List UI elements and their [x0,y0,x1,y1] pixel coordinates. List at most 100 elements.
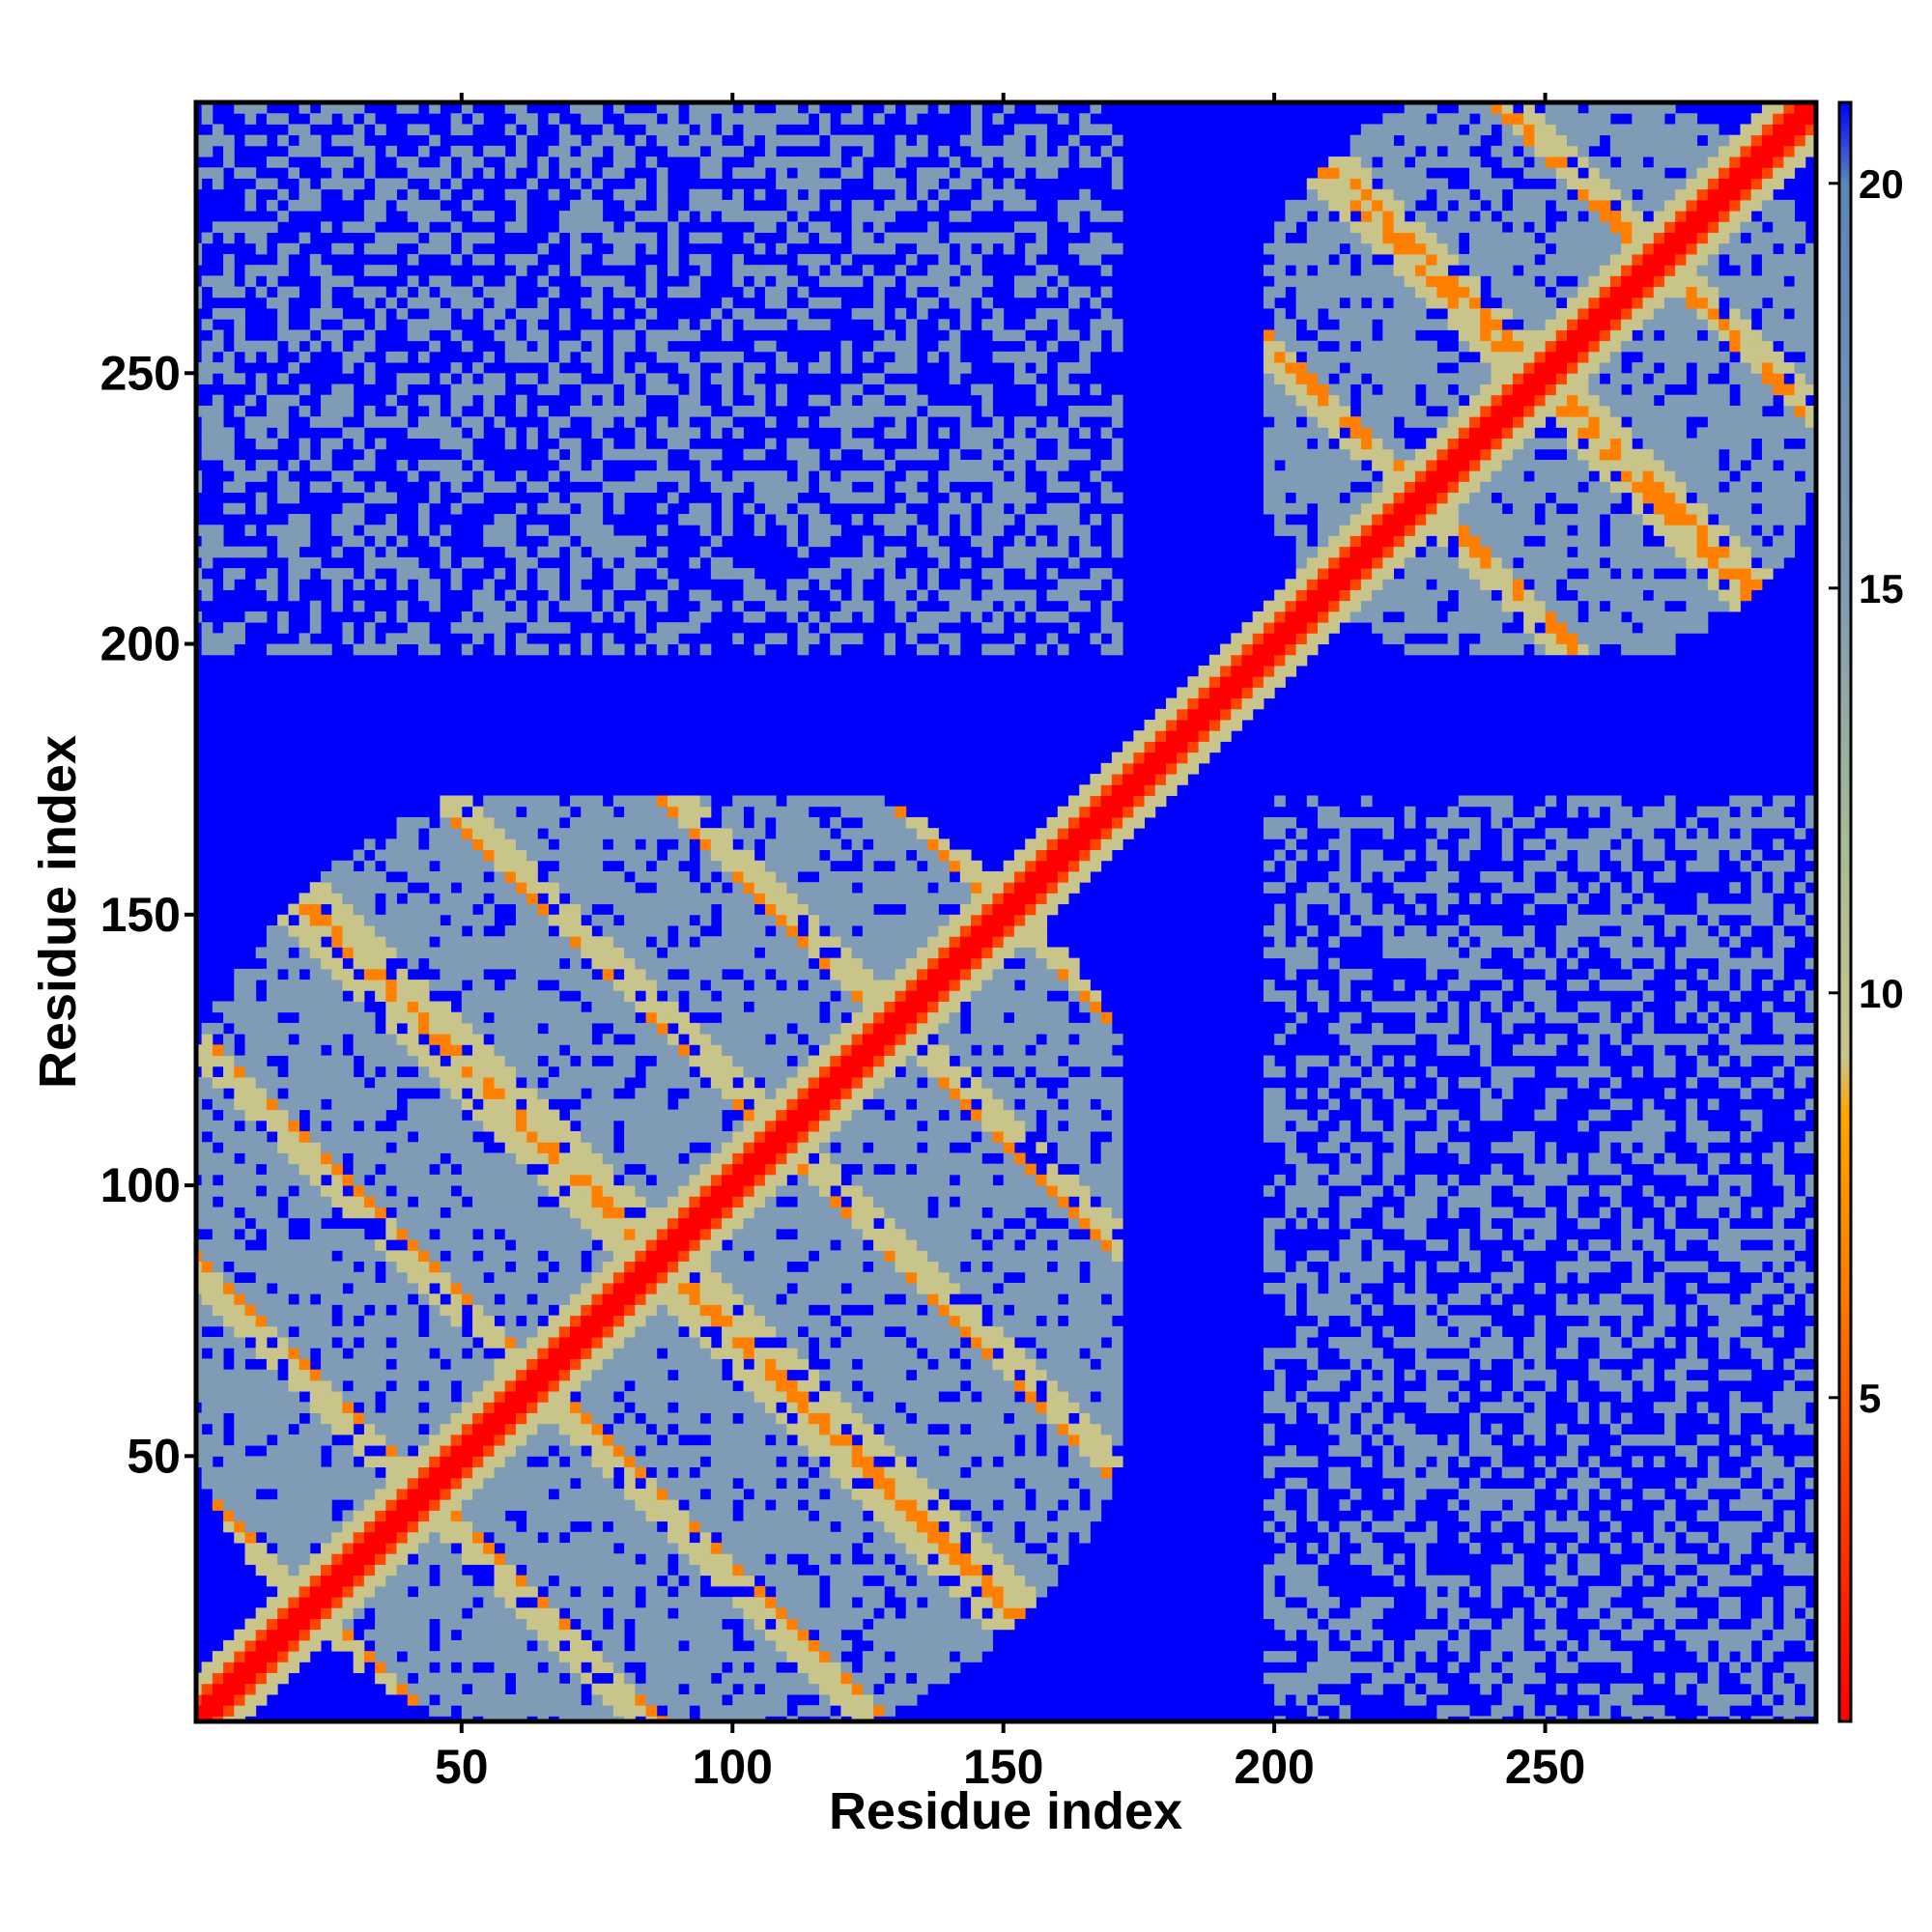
heatmap-cell [267,958,278,970]
heatmap-cell [700,936,712,948]
heatmap-cell [213,308,224,320]
heatmap-cell [603,1250,614,1262]
heatmap-cell [689,1456,700,1467]
heatmap-cell [537,1640,549,1652]
heatmap-cell [570,1164,582,1176]
heatmap-cell [624,113,636,125]
heatmap-cell [613,1012,625,1024]
heatmap-cell [516,1358,527,1370]
heatmap-cell [288,200,299,212]
heatmap-cell [408,1326,419,1338]
heatmap-cell [613,1456,625,1467]
heatmap-cell [624,807,636,818]
heatmap-cell [364,547,376,558]
heatmap-cell [668,579,679,590]
heatmap-cell [462,1467,473,1479]
heatmap-cell [765,904,777,916]
heatmap-cell [743,135,754,147]
heatmap-cell [668,470,679,482]
heatmap-cell [277,990,289,1002]
heatmap-cell [213,275,224,287]
heatmap-cell [754,156,766,168]
heatmap-cell [234,1250,245,1262]
heatmap-cell [202,167,213,179]
heatmap-cell [570,1152,582,1164]
heatmap-cell [385,1467,397,1479]
heatmap-cell [591,611,603,623]
heatmap-cell [657,329,668,341]
heatmap-cell [397,352,409,363]
heatmap-cell [505,936,517,948]
heatmap-cell [711,1002,723,1013]
heatmap-cell [267,1348,278,1359]
heatmap-cell [581,1370,592,1381]
heatmap-cell [743,362,754,374]
heatmap-cell [776,243,787,255]
heatmap-cell [321,1250,332,1262]
heatmap-cell [700,1564,712,1576]
heatmap-cell [375,1630,386,1641]
heatmap-cell [505,275,517,287]
heatmap-cell [310,936,322,948]
heatmap-cell [462,373,473,384]
heatmap-cell [267,439,278,450]
heatmap-cell [732,796,744,808]
heatmap-cell [440,1532,451,1544]
heatmap-cell [494,1467,505,1479]
heatmap-cell [516,915,527,926]
heatmap-cell [310,1607,322,1619]
heatmap-cell [570,1413,582,1425]
heatmap-cell [732,601,744,612]
heatmap-cell [267,1208,278,1219]
heatmap-cell [354,427,365,439]
heatmap-cell [722,384,733,395]
heatmap-cell [354,439,365,450]
heatmap-cell [299,178,311,189]
heatmap-cell [516,568,527,580]
heatmap-cell [429,460,440,471]
heatmap-cell [202,1239,213,1251]
heatmap-cell [516,1532,527,1544]
heatmap-cell [603,535,614,547]
heatmap-cell [234,503,245,515]
heatmap-cell [743,1391,754,1403]
heatmap-cell [375,481,386,493]
heatmap-cell [765,1056,777,1067]
heatmap-cell [375,1370,386,1381]
heatmap-cell [462,1499,473,1511]
heatmap-cell [526,1283,538,1294]
heatmap-cell [472,1705,484,1717]
heatmap-cell [537,1413,549,1425]
heatmap-cell [657,828,668,839]
heatmap-cell [299,633,311,644]
heatmap-cell [754,1316,766,1327]
heatmap-cell [321,329,332,341]
heatmap-cell [288,1337,299,1349]
heatmap-cell [277,980,289,991]
heatmap-cell [624,1586,636,1598]
heatmap-cell [429,601,440,612]
heatmap-cell [408,211,419,222]
heatmap-cell [624,1250,636,1262]
heatmap-cell [635,1380,646,1392]
heatmap-cell [581,1380,592,1392]
heatmap-cell [472,838,484,850]
heatmap-cell [408,1467,419,1479]
heatmap-cell [483,590,495,602]
heatmap-cell [668,850,679,862]
heatmap-cell [559,341,571,353]
heatmap-cell [700,1304,712,1316]
heatmap-cell [505,1142,517,1153]
heatmap-cell [505,1131,517,1143]
heatmap-cell [581,936,592,948]
heatmap-cell [591,796,603,808]
heatmap-cell [288,1175,299,1186]
heatmap-cell [472,1489,484,1500]
heatmap-cell [440,1705,451,1717]
heatmap-cell [765,1229,777,1240]
heatmap-cell [256,1402,268,1413]
heatmap-cell [613,1239,625,1251]
heatmap-cell [776,1607,787,1619]
heatmap-cell [603,221,614,233]
heatmap-cell [418,1391,430,1403]
